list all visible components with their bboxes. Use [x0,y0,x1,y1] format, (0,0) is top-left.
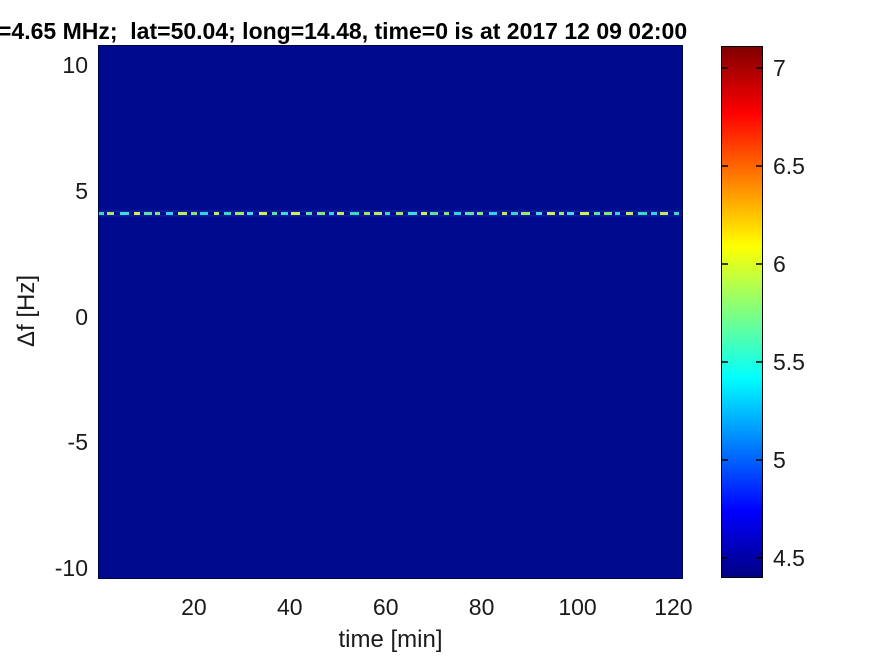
colorbar-tick-label: 5 [773,447,786,474]
signal-dash [477,212,483,215]
x-tick-label: 60 [372,594,399,620]
signal-dash [191,212,197,215]
heatmap-plot [98,45,683,579]
signal-dash [502,212,507,215]
colorbar-tick-mark [756,459,762,462]
signal-dash [454,212,461,215]
colorbar [721,46,763,578]
plot-title: =4.65 MHz; lat=50.04; long=14.48, time=0… [0,18,688,44]
signal-dash [547,212,555,215]
x-tick-label: 100 [558,594,597,620]
doppler-signal-line [99,212,682,215]
signal-dash [444,212,449,215]
colorbar-tick-label: 4.5 [773,545,805,572]
signal-dash [430,212,438,215]
x-tick-label: 80 [468,594,495,620]
y-tick-label: -10 [54,554,88,581]
signal-dash [396,212,403,215]
signal-dash [178,212,187,215]
signal-dash [489,212,497,215]
signal-dash [259,212,267,215]
x-tick-label: 40 [277,594,303,620]
colorbar-tick-mark [722,557,728,560]
colorbar-tick-mark [722,262,728,265]
colorbar-tick-mark [722,361,728,364]
signal-dash [120,212,129,215]
colorbar-tick-mark [756,66,762,69]
signal-dash [465,212,474,215]
signal-dash [626,212,633,215]
signal-dash [651,212,657,215]
signal-dash [374,212,382,215]
signal-dash [247,212,253,215]
signal-dash [408,212,417,215]
signal-dash [604,212,612,215]
colorbar-tick-mark [756,361,762,364]
signal-dash [291,212,300,215]
colorbar-tick-mark [756,164,762,167]
signal-dash [200,212,208,215]
signal-dash [580,212,589,215]
signal-dash [155,212,160,215]
signal-dash [337,212,344,215]
signal-dash [317,212,325,215]
signal-dash [272,212,277,215]
signal-dash [224,212,231,215]
colorbar-tick-mark [722,66,728,69]
signal-dash [511,212,518,215]
signal-dash [674,212,679,215]
signal-dash [638,212,647,215]
signal-dash [536,212,542,215]
colorbar-tick-mark [756,557,762,560]
signal-dash [134,212,140,215]
x-tick-label: 120 [654,594,693,620]
signal-dash [594,212,600,215]
signal-dash [615,212,620,215]
colorbar-tick-label: 6 [773,250,786,277]
signal-dash [235,212,244,215]
colorbar-tick-label: 5.5 [773,349,805,376]
signal-dash [99,212,104,215]
signal-dash [329,212,334,215]
signal-dash [166,212,173,215]
signal-dash [521,212,530,215]
colorbar-tick-label: 6.5 [773,152,805,179]
signal-dash [660,212,668,215]
colorbar-tick-label: 7 [773,54,786,81]
signal-dash [350,212,359,215]
signal-dash [364,212,370,215]
x-tick-label: 20 [181,594,207,620]
y-tick-label: 10 [62,52,88,79]
signal-dash [281,212,288,215]
signal-dash [107,212,114,215]
colorbar-tick-mark [722,164,728,167]
y-tick-label: 5 [75,177,88,204]
signal-dash [306,212,312,215]
signal-dash [559,212,564,215]
x-axis-label: time [min] [338,626,443,653]
signal-dash [567,212,574,215]
signal-dash [385,212,390,215]
signal-dash [421,212,427,215]
signal-dash [144,212,152,215]
colorbar-tick-mark [756,262,762,265]
y-tick-label: -5 [67,429,88,456]
colorbar-tick-mark [722,459,728,462]
signal-dash [214,212,219,215]
y-tick-label: 0 [75,303,88,330]
